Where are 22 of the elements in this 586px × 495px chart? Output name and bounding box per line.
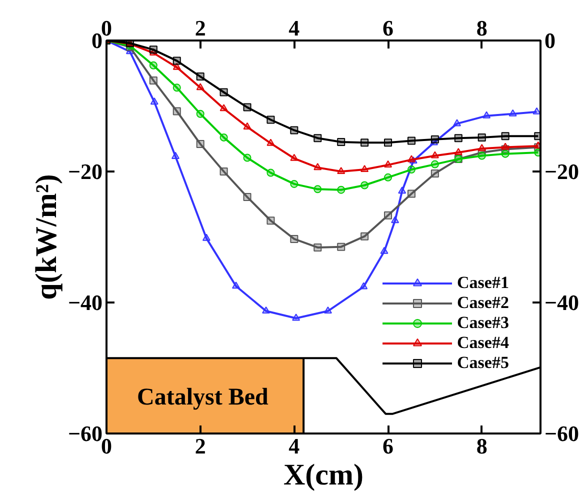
- y-axis-title: q(kW/m²): [30, 174, 63, 300]
- x2-tick-label: 2: [194, 434, 206, 458]
- legend-label: Case#4: [457, 333, 509, 353]
- x2-tick-label: 4: [288, 434, 300, 458]
- legend-label: Case#1: [457, 273, 509, 293]
- annotation: Catalyst Bed: [137, 384, 269, 410]
- y2-tick-label: −20: [544, 159, 580, 184]
- y2-tick-label: −60: [544, 421, 580, 446]
- y2-tick-label: −40: [544, 290, 580, 315]
- legend-label: Case#2: [457, 293, 509, 313]
- legend-label: Case#5: [457, 353, 509, 373]
- x-tick-label: 4: [288, 16, 300, 40]
- x-tick-label: 6: [382, 16, 394, 40]
- y-tick-label: −60: [68, 421, 103, 446]
- x2-tick-label: 6: [382, 434, 394, 458]
- x-axis-title: X(cm): [284, 458, 364, 492]
- x-tick-label: 2: [194, 16, 206, 40]
- y-tick-label: −40: [68, 290, 103, 315]
- y-tick-label: −20: [68, 159, 103, 184]
- legend-label: Case#3: [457, 313, 509, 333]
- x2-tick-label: 8: [476, 434, 488, 458]
- x-tick-label: 8: [476, 16, 488, 40]
